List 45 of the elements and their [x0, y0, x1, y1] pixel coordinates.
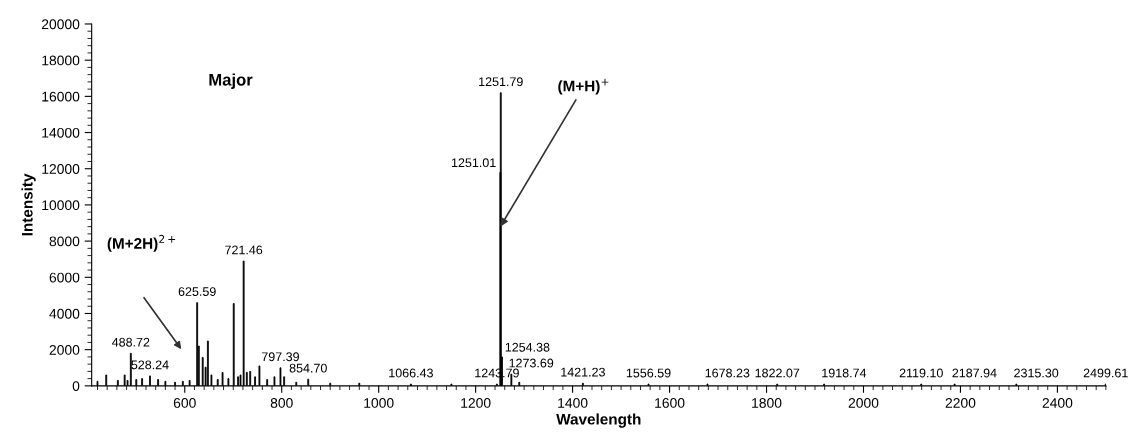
x-tick-label: 1200: [461, 398, 491, 408]
x-tick-label: 2200: [945, 398, 976, 408]
annotation: 721.46: [225, 245, 263, 255]
y-tick-label: 14000: [42, 127, 80, 138]
annotation: 1273.69: [509, 358, 554, 368]
y-tick-label: 0: [72, 381, 80, 392]
annotation: 797.39: [261, 352, 299, 362]
x-tick-label: 800: [270, 398, 293, 408]
y-tick-label: 8000: [49, 236, 80, 247]
x-axis-title: Wavelength: [556, 413, 641, 428]
annotation: 854.70: [289, 363, 327, 373]
y-tick-label: 16000: [42, 91, 80, 102]
x-tick-label: 2000: [848, 398, 879, 408]
annotation: 1678.23: [705, 368, 750, 378]
y-tick-label: 12000: [42, 164, 80, 174]
text: Major: [209, 73, 253, 89]
annotation: (M+2H)$^{2+}$: [107, 234, 176, 252]
x-tick-label: 1000: [364, 398, 394, 408]
annotation: 2187.94: [952, 368, 997, 378]
x-tick-label: 600: [173, 398, 196, 408]
y-tick-label: 18000: [42, 55, 80, 66]
annotation: 625.59: [178, 287, 216, 296]
y-tick-label: 10000: [42, 200, 80, 211]
y-tick-label: 2000: [49, 345, 80, 355]
x-tick-label: 1800: [752, 398, 782, 408]
x-tick-label: 1400: [558, 398, 588, 408]
annotation: 1254.38: [505, 342, 550, 352]
annotation: 488.72: [111, 337, 150, 347]
annotation: 1556.59: [626, 368, 671, 378]
y-tick-label: 20000: [41, 19, 80, 30]
annotation: 2119.10: [899, 368, 943, 378]
annotation: 1251.01: [451, 158, 496, 168]
annotation: 2315.30: [1014, 368, 1059, 378]
annotation: 2499.61: [1083, 368, 1128, 378]
x-tick-label: 1600: [655, 398, 685, 408]
annotation: 1251.79: [479, 77, 523, 87]
annotation: 1066.43: [389, 368, 433, 378]
x-tick-label: 2400: [1042, 398, 1073, 408]
y-axis-title: Intensity: [21, 173, 36, 236]
y-tick-label: 4000: [49, 308, 80, 319]
y-tick-label: 6000: [49, 272, 80, 283]
annotation: 1822.07: [755, 368, 800, 378]
annotation: 1421.23: [561, 367, 605, 377]
annotation: (M+H)$^{+}$: [558, 78, 609, 95]
annotation: 1918.74: [822, 368, 867, 378]
